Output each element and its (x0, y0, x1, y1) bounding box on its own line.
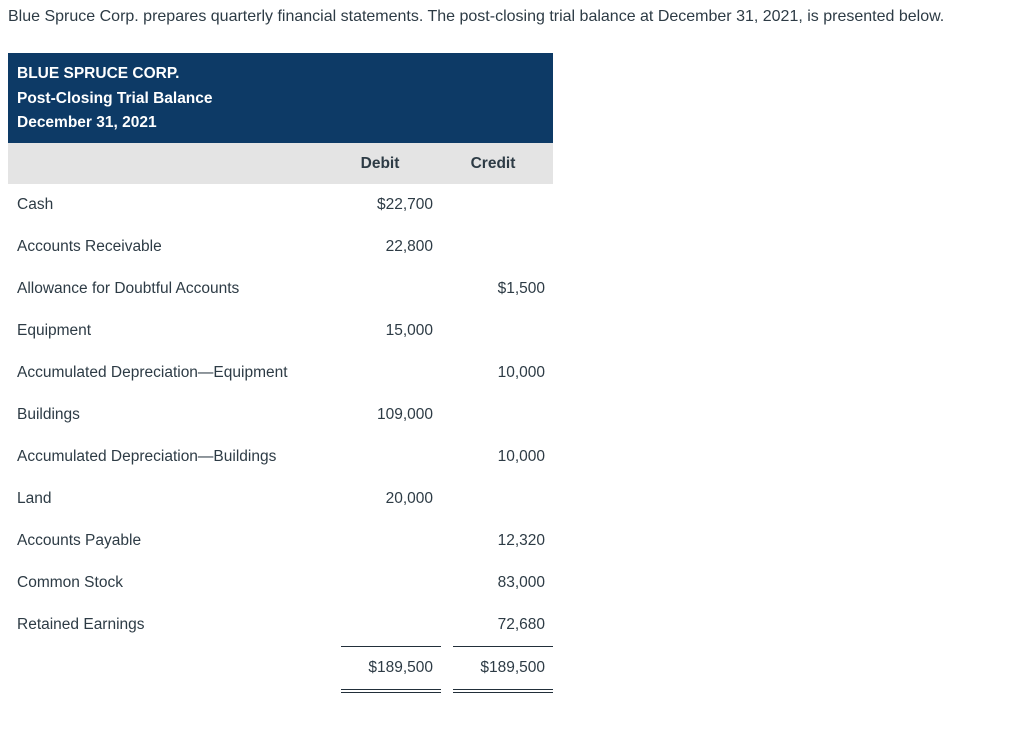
account-name-cell: Equipment (17, 322, 92, 339)
debit-value-cell: $22,700 (376, 196, 433, 213)
credit-value-cell: 10,000 (497, 364, 545, 381)
table-row: Allowance for Doubtful Accounts $1,500 (8, 268, 553, 310)
total-debit: $189,500 (341, 646, 441, 693)
totals-row: $189,500 $189,500 (8, 646, 553, 693)
table-row: Cash $22,700 (8, 184, 553, 226)
statement-title: Post-Closing Trial Balance (17, 89, 213, 107)
table-row: Accounts Payable 12,320 (8, 520, 553, 562)
trial-balance-table: BLUE SPRUCE CORP. Post-Closing Trial Bal… (8, 53, 553, 693)
account-name-cell: Land (17, 490, 52, 507)
table-row: Common Stock 83,000 (8, 562, 553, 604)
debit-value-cell: 15,000 (385, 322, 433, 339)
table-row: Accumulated Depreciation—Equipment 10,00… (8, 352, 553, 394)
table-row: Retained Earnings 72,680 (8, 604, 553, 646)
account-name-cell: Retained Earnings (17, 616, 145, 633)
credit-value-cell: 12,320 (497, 532, 545, 549)
credit-value-cell: 10,000 (497, 448, 545, 465)
debit-value-cell: 20,000 (385, 490, 433, 507)
table-row: Equipment 15,000 (8, 310, 553, 352)
table-row: Land 20,000 (8, 478, 553, 520)
question-intro: Blue Spruce Corp. prepares quarterly fin… (8, 8, 945, 25)
account-name-cell: Cash (17, 196, 54, 213)
table-row: Buildings 109,000 (8, 394, 553, 436)
account-name-cell: Accumulated Depreciation—Buildings (17, 448, 277, 465)
credit-column-header: Credit (470, 154, 516, 172)
table-row: Accounts Receivable 22,800 (8, 226, 553, 268)
trial-balance-body: Cash $22,700 Accounts Receivable 22,800 … (8, 184, 553, 646)
company-name: BLUE SPRUCE CORP. (17, 65, 180, 82)
debit-column-header: Debit (360, 154, 400, 172)
credit-value-cell: 83,000 (497, 574, 545, 591)
account-name-cell: Common Stock (17, 574, 123, 591)
credit-value-cell: 72,680 (497, 616, 545, 633)
statement-header: BLUE SPRUCE CORP. Post-Closing Trial Bal… (8, 53, 553, 143)
total-credit: $189,500 (453, 646, 553, 693)
account-name-cell: Accounts Receivable (17, 238, 162, 255)
account-name-cell: Allowance for Doubtful Accounts (17, 280, 240, 297)
account-name-cell: Accounts Payable (17, 532, 142, 549)
column-header-row: Debit Credit (8, 143, 553, 184)
statement-date: December 31, 2021 (17, 114, 157, 131)
account-name-cell: Accumulated Depreciation—Equipment (17, 364, 288, 381)
debit-value-cell: 22,800 (385, 238, 433, 255)
table-row: Accumulated Depreciation—Buildings 10,00… (8, 436, 553, 478)
debit-value-cell: 109,000 (376, 406, 433, 423)
credit-value-cell: $1,500 (497, 280, 545, 297)
account-name-cell: Buildings (17, 406, 80, 423)
